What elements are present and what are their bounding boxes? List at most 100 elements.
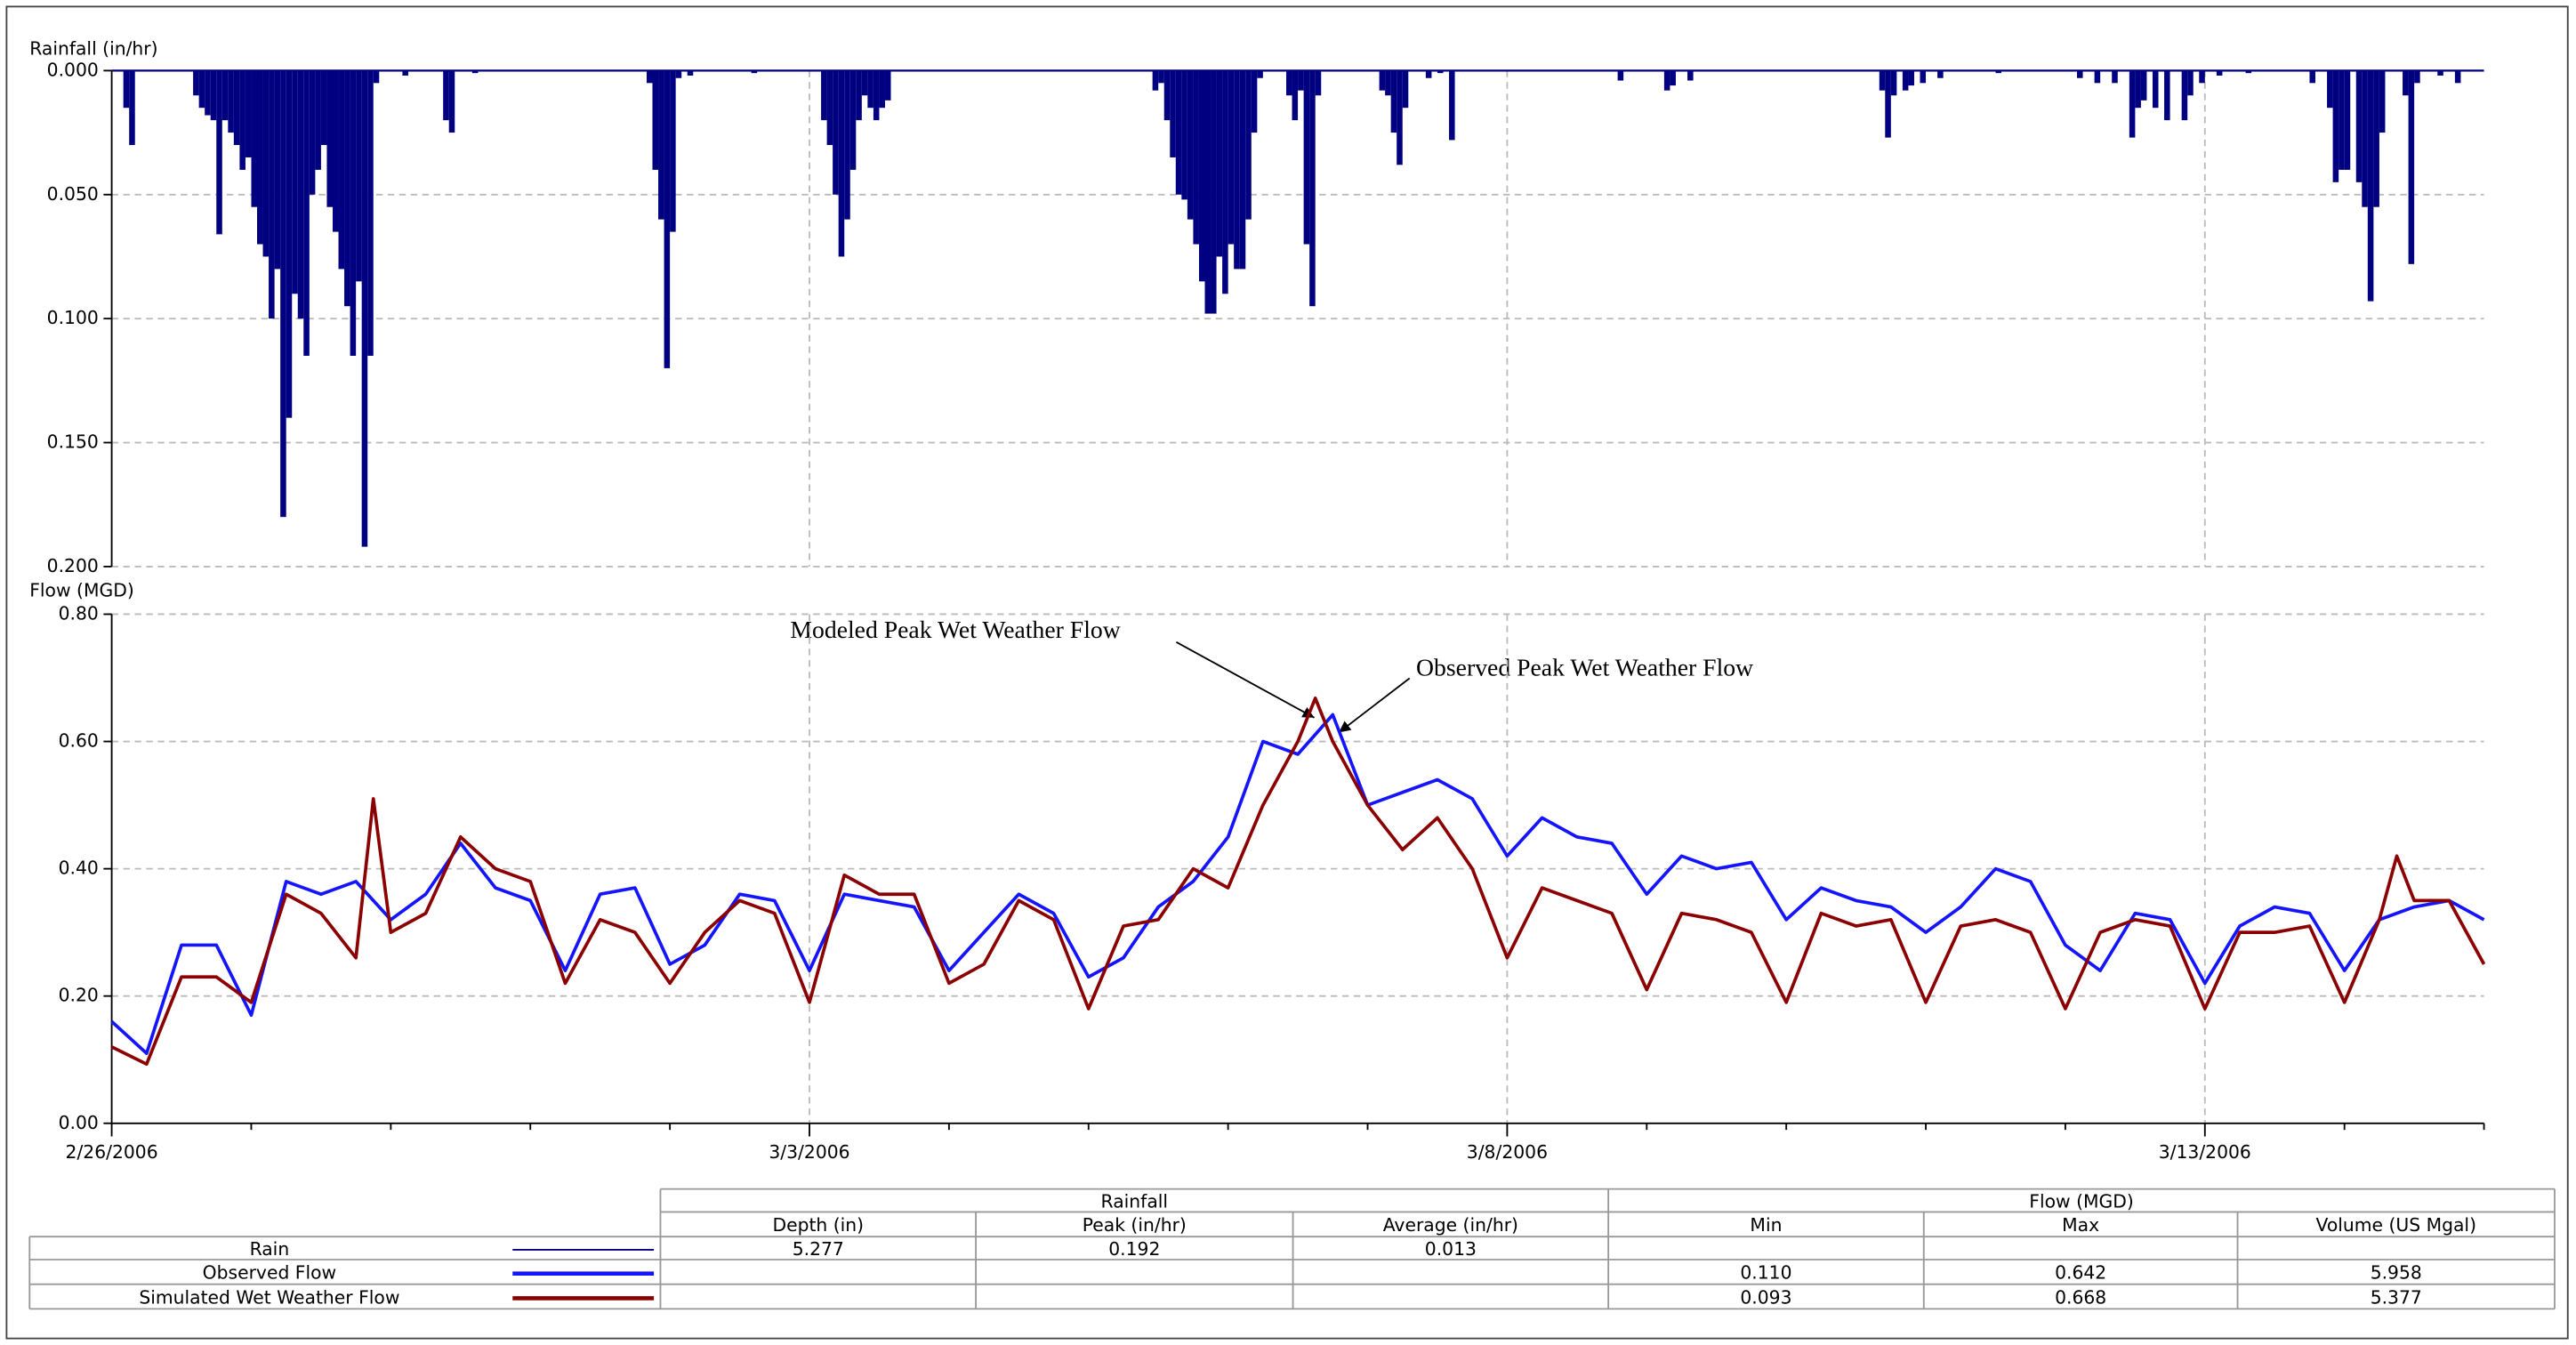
table-cell: 0.093 xyxy=(1740,1286,1791,1308)
rain-bar xyxy=(2152,70,2159,109)
table-group: Flow (MGD) xyxy=(2029,1190,2134,1212)
rain-bar xyxy=(2373,70,2379,207)
rain-bar xyxy=(821,70,827,121)
rain-bar xyxy=(269,70,275,319)
y-tick-label: 0.80 xyxy=(59,602,99,624)
x-tick-label: 3/13/2006 xyxy=(2159,1141,2251,1163)
rain-bar xyxy=(210,70,217,121)
rain-bar xyxy=(1222,70,1228,294)
y-tick-label: 0.60 xyxy=(59,730,99,752)
rain-bar xyxy=(443,70,449,121)
rain-bar xyxy=(1879,70,1886,91)
rain-bar xyxy=(2140,70,2147,101)
rain-bar xyxy=(1303,70,1310,245)
rain-bar xyxy=(2245,70,2252,74)
rain-bar xyxy=(350,70,357,356)
table-group: Rainfall xyxy=(1101,1190,1168,1212)
rain-bar xyxy=(239,70,246,170)
rain-bar xyxy=(1257,70,1263,78)
flow-y-label: Flow (MGD) xyxy=(29,580,134,601)
rain-bar xyxy=(873,70,880,121)
table-cell: 5.277 xyxy=(793,1238,844,1260)
rain-bar xyxy=(356,70,362,282)
rain-bar xyxy=(833,70,839,195)
rain-bar xyxy=(1937,70,1944,78)
rain-bar xyxy=(2187,70,2194,96)
rain-bar xyxy=(884,70,891,101)
rain-bar xyxy=(280,70,286,518)
x-tick-label: 2/26/2006 xyxy=(66,1141,158,1163)
table-column-header: Min xyxy=(1750,1214,1782,1236)
rain-bar xyxy=(1193,70,1199,245)
table-cell: 0.668 xyxy=(2055,1286,2106,1308)
legend-label: Simulated Wet Weather Flow xyxy=(139,1286,399,1308)
rain-bar xyxy=(1245,70,1252,220)
rain-bar xyxy=(1617,70,1624,81)
rain-bar xyxy=(1449,70,1455,141)
rain-bar xyxy=(1181,70,1187,200)
x-tick-label: 3/8/2006 xyxy=(1467,1141,1548,1163)
rain-bar xyxy=(1379,70,1386,91)
rain-bar xyxy=(245,70,252,157)
rain-bar xyxy=(1187,70,1194,220)
rain-bar xyxy=(373,70,380,84)
rain-bar xyxy=(205,70,211,116)
annotation-arrow xyxy=(1175,641,1315,719)
legend-label: Observed Flow xyxy=(203,1262,336,1284)
rain-bar xyxy=(879,70,885,109)
rain-bar xyxy=(129,70,135,146)
annotation: Modeled Peak Wet Weather Flow xyxy=(790,616,1120,643)
rain-bar xyxy=(652,70,659,170)
rain-bar xyxy=(856,70,862,121)
rain-bar xyxy=(838,70,845,257)
rain-bar xyxy=(123,70,130,109)
rain-bar xyxy=(2327,70,2333,109)
rain-bar xyxy=(861,70,868,96)
rain-bar xyxy=(292,70,298,294)
table-cell: 0.642 xyxy=(2055,1262,2106,1284)
y-tick-label: 0.050 xyxy=(47,183,99,205)
rain-bar xyxy=(1175,70,1182,195)
rain-bar xyxy=(1908,70,1914,86)
rain-bar xyxy=(1251,70,1258,133)
rain-bar xyxy=(867,70,873,109)
rain-bar xyxy=(233,70,240,146)
rain-bar xyxy=(1390,70,1397,133)
y-tick-label: 0.100 xyxy=(47,307,99,328)
y-tick-label: 0.40 xyxy=(59,858,99,879)
rain-bar xyxy=(2339,70,2345,170)
rain-bar xyxy=(1204,70,1212,314)
rain-bar xyxy=(2309,70,2316,84)
legend-label: Rain xyxy=(250,1238,290,1260)
rain-y-label: Rainfall (in/hr) xyxy=(29,37,157,59)
table-cell: 0.013 xyxy=(1425,1238,1477,1260)
rain-bar xyxy=(2379,70,2386,133)
y-tick-label: 0.20 xyxy=(59,985,99,1006)
rain-bar xyxy=(826,70,833,146)
y-tick-label: 0.200 xyxy=(47,555,99,576)
rain-bar xyxy=(402,70,408,76)
rain-bar xyxy=(2216,70,2223,76)
frame xyxy=(5,5,2569,1340)
x-tick-label: 3/3/2006 xyxy=(769,1141,849,1163)
rain-bar xyxy=(216,70,222,235)
rain-bar xyxy=(332,70,339,232)
rain-bar xyxy=(1292,70,1299,121)
rain-bar xyxy=(1397,70,1403,165)
rain-bar xyxy=(1228,70,1235,245)
rain-bar xyxy=(198,70,205,109)
rain-bar xyxy=(1425,70,1432,78)
flow-line xyxy=(110,713,2485,1055)
rain-bar xyxy=(1687,70,1694,81)
rain-bar xyxy=(646,70,653,84)
rain-bar xyxy=(1216,70,1223,257)
rain-bar xyxy=(2112,70,2118,84)
y-tick-label: 0.150 xyxy=(47,431,99,453)
rain-bar xyxy=(315,70,321,170)
y-tick-label: 0.00 xyxy=(59,1112,99,1133)
rain-bar xyxy=(221,70,229,121)
table-cell: 5.377 xyxy=(2371,1286,2422,1308)
rain-bar xyxy=(2077,70,2083,78)
rain-bar xyxy=(2332,70,2339,182)
rain-bar xyxy=(1995,70,2002,74)
